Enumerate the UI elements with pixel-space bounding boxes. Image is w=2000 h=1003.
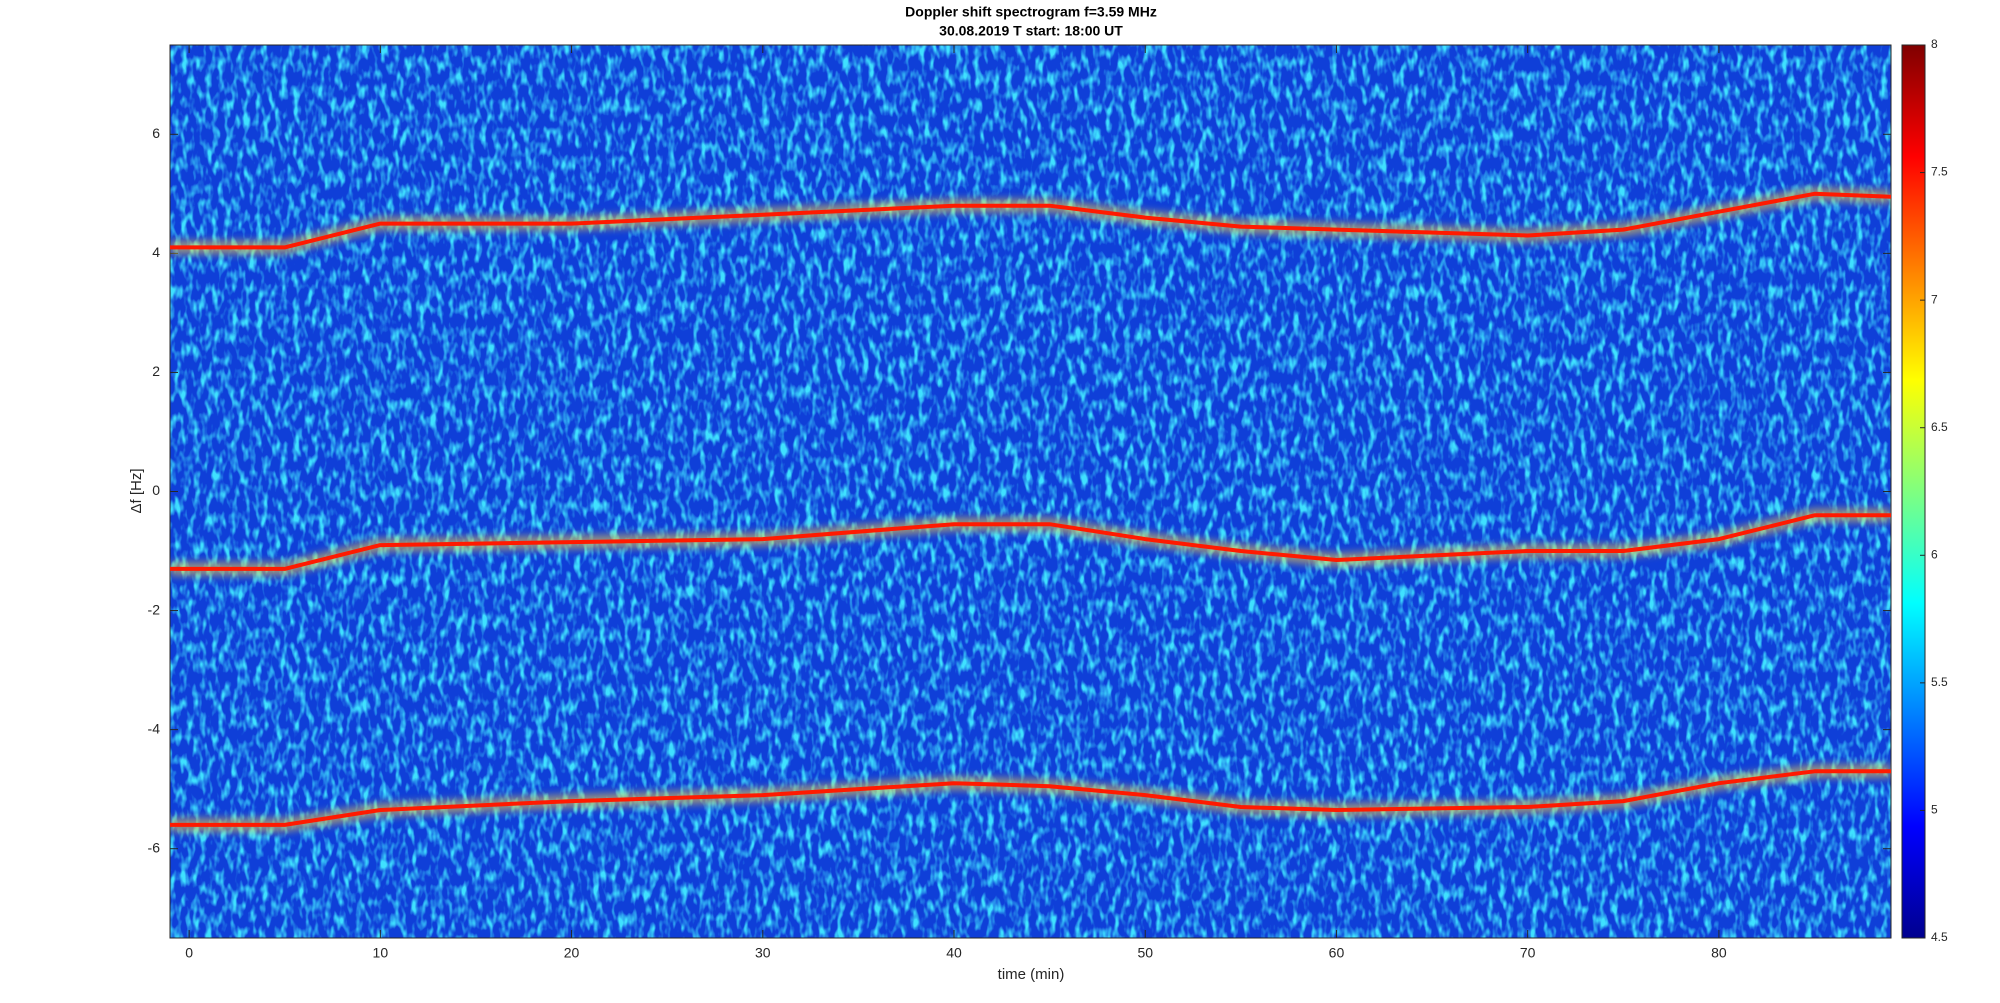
y-tick-label: 2	[152, 363, 160, 379]
colorbar	[1901, 44, 1926, 939]
chart-subtitle: 30.08.2019 T start: 18:00 UT	[939, 23, 1123, 39]
x-tick-label: 70	[1520, 945, 1536, 961]
x-tick-label: 10	[373, 945, 389, 961]
y-tick-label: 4	[152, 244, 160, 260]
x-tick-label: 20	[564, 945, 580, 961]
x-tick-label: 50	[1137, 945, 1153, 961]
x-tick-label: 30	[755, 945, 771, 961]
y-tick-label: 6	[152, 125, 160, 141]
colorbar-tick-label: 5.5	[1931, 675, 1948, 689]
x-tick-label: 40	[946, 945, 962, 961]
trace	[170, 513, 1891, 571]
colorbar-tick-label: 6.5	[1931, 420, 1948, 434]
trace	[170, 769, 1891, 827]
y-tick-label: -6	[148, 839, 161, 855]
x-tick-label: 0	[185, 945, 193, 961]
colorbar-tick-label: 5	[1931, 803, 1938, 817]
colorbar-tick-label: 7	[1931, 292, 1938, 306]
y-tick-label: 0	[152, 482, 160, 498]
chart-title: Doppler shift spectrogram f=3.59 MHz	[905, 4, 1157, 20]
x-axis-label: time (min)	[998, 966, 1065, 983]
spectrogram-background	[170, 45, 1891, 938]
traces	[170, 186, 1891, 832]
colorbar-tick-label: 4.5	[1931, 930, 1948, 944]
y-axis-label: Δf [Hz]	[128, 468, 145, 513]
x-tick-label: 60	[1329, 945, 1345, 961]
x-tick-label: 80	[1711, 945, 1727, 961]
trace	[170, 191, 1891, 250]
colorbar-tick-label: 6	[1931, 547, 1938, 561]
y-tick-label: -4	[148, 720, 161, 736]
colorbar-tick-label: 7.5	[1931, 165, 1948, 179]
y-tick-label: -2	[148, 601, 161, 617]
colorbar-tick-label: 8	[1931, 37, 1938, 51]
